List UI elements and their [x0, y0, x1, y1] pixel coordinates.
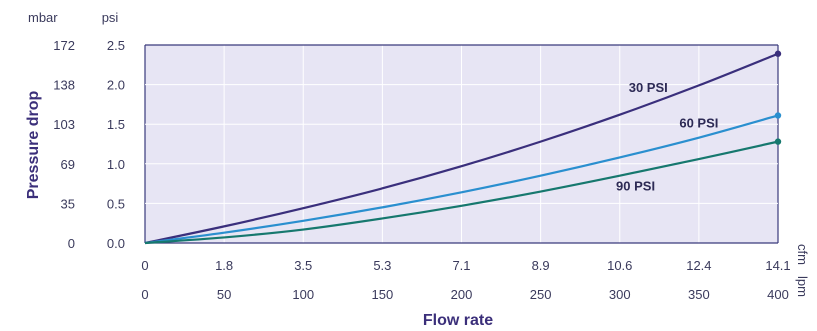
x-tick-lpm: 250 — [530, 287, 552, 302]
series-line-2 — [144, 140, 779, 245]
x-tick-lpm: 100 — [292, 287, 314, 302]
series-end-points — [774, 50, 782, 145]
y-tick-mbar: 138 — [53, 78, 75, 93]
y-tick-psi: 2.0 — [107, 78, 125, 93]
y-tick-psi: 1.0 — [107, 157, 125, 172]
y-tick-mbar: 0 — [68, 236, 75, 251]
y-tick-psi: 0.5 — [107, 196, 125, 211]
x-unit-lpm: lpm — [795, 276, 810, 297]
x-tick-lpm: 150 — [372, 287, 394, 302]
x-tick-cfm: 8.9 — [532, 258, 550, 273]
x-tick-cfm: 3.5 — [294, 258, 312, 273]
x-tick-cfm: 10.6 — [607, 258, 632, 273]
x-unit-cfm: cfm — [795, 244, 810, 265]
series-label-0: 30 PSI — [629, 80, 668, 95]
x-tick-labels-lpm: 0 50 100 150 200 250 300 350 400 — [141, 287, 788, 302]
series-label-1: 60 PSI — [679, 116, 718, 131]
x-tick-cfm: 7.1 — [452, 258, 470, 273]
series-label-2: 90 PSI — [616, 178, 655, 193]
series-line-0 — [144, 52, 779, 245]
x-tick-lpm: 200 — [451, 287, 473, 302]
x-tick-labels-cfm: 0 1.8 3.5 5.3 7.1 8.9 10.6 12.4 14.1 — [141, 258, 790, 273]
y-tick-mbar: 69 — [61, 157, 75, 172]
y-unit-mbar: mbar — [28, 10, 58, 25]
series-end-point-0 — [774, 50, 782, 57]
series-end-point-2 — [774, 138, 782, 145]
x-tick-cfm: 12.4 — [686, 258, 711, 273]
x-tick-cfm: 14.1 — [765, 258, 790, 273]
y-tick-psi: 1.5 — [107, 117, 125, 132]
y-tick-psi: 2.5 — [107, 38, 125, 53]
x-tick-lpm: 0 — [141, 287, 148, 302]
x-axis-title: Flow rate — [423, 312, 493, 329]
y-tick-psi: 0.0 — [107, 236, 125, 251]
x-tick-cfm: 5.3 — [373, 258, 391, 273]
y-tick-mbar: 35 — [61, 196, 75, 211]
x-tick-cfm: 0 — [141, 258, 148, 273]
series-lines — [144, 52, 779, 245]
series-labels: 30 PSI 60 PSI 90 PSI — [616, 80, 718, 193]
grid — [144, 44, 779, 244]
y-unit-psi: psi — [102, 10, 119, 25]
x-tick-cfm: 1.8 — [215, 258, 233, 273]
x-tick-lpm: 300 — [609, 287, 631, 302]
x-tick-lpm: 50 — [217, 287, 231, 302]
y-tick-mbar: 172 — [53, 38, 75, 53]
y-tick-labels-psi: 0.0 0.5 1.0 1.5 2.0 2.5 — [107, 38, 125, 251]
y-tick-mbar: 103 — [53, 117, 75, 132]
series-line-1 — [144, 114, 779, 245]
x-tick-lpm: 350 — [688, 287, 710, 302]
series-end-point-1 — [774, 112, 782, 119]
x-tick-lpm: 400 — [767, 287, 789, 302]
y-tick-labels-mbar: 0 35 69 103 138 172 — [53, 38, 75, 251]
y-axis-title: Pressure drop — [25, 91, 42, 200]
